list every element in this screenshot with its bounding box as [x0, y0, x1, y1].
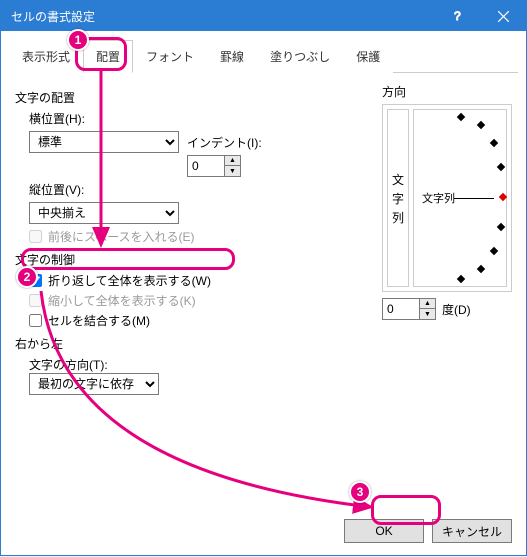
orientation-vertical-text[interactable]: 文 字 列 [387, 109, 409, 287]
close-button[interactable] [481, 1, 526, 31]
spin-down-icon[interactable]: ▼ [225, 166, 240, 176]
text-direction-label: 文字の方向(T): [29, 356, 512, 373]
tab-fill[interactable]: 塗りつぶし [257, 40, 343, 73]
help-button[interactable]: ? [436, 1, 481, 31]
cancel-button[interactable]: キャンセル [432, 519, 512, 543]
annotation-badge: 2 [16, 266, 38, 288]
v-align-select[interactable]: 中央揃え [29, 202, 179, 224]
svg-text:?: ? [454, 9, 461, 23]
degree-label: 度(D) [442, 301, 471, 318]
degree-input[interactable] [383, 299, 419, 319]
orientation-group: 方向 文 字 列 文字列 [382, 83, 512, 320]
degree-spinner[interactable]: ▲▼ [382, 298, 436, 320]
dialog-title: セルの書式設定 [11, 8, 436, 25]
dialog-footer: OK キャンセル [344, 519, 512, 543]
annotation-badge: 1 [67, 29, 89, 51]
ok-button[interactable]: OK [344, 519, 424, 543]
justify-cb-input [29, 230, 42, 243]
indent-label: インデント(I): [187, 134, 262, 151]
tab-font[interactable]: フォント [133, 40, 207, 73]
titlebar: セルの書式設定 ? [1, 1, 526, 31]
text-direction-select[interactable]: 最初の文字に依存 [29, 373, 159, 395]
shrink-cb-input [29, 294, 42, 307]
dialog-body: 文字の配置 横位置(H): 標準 インデント(I): ▲▼ 縦位置(V): 中央… [1, 73, 526, 543]
spin-down-icon[interactable]: ▼ [420, 309, 435, 319]
orientation-dial[interactable]: 文字列 [413, 109, 507, 287]
spin-up-icon[interactable]: ▲ [225, 156, 240, 166]
tab-border[interactable]: 罫線 [207, 40, 257, 73]
format-cells-dialog: セルの書式設定 ? 表示形式 配置 フォント 罫線 塗りつぶし 保護 文字の配置… [0, 0, 527, 556]
tab-alignment[interactable]: 配置 [83, 40, 133, 73]
annotation-badge: 3 [349, 481, 371, 503]
tab-protection[interactable]: 保護 [343, 40, 393, 73]
indent-spinner[interactable]: ▲▼ [187, 155, 241, 177]
indent-input[interactable] [188, 156, 224, 176]
h-align-select[interactable]: 標準 [29, 131, 179, 153]
spin-up-icon[interactable]: ▲ [420, 299, 435, 309]
merge-cb-input[interactable] [29, 314, 42, 327]
rtl-section-label: 右から左 [15, 335, 512, 352]
orientation-label: 方向 [382, 83, 512, 100]
orientation-needle [454, 198, 494, 199]
